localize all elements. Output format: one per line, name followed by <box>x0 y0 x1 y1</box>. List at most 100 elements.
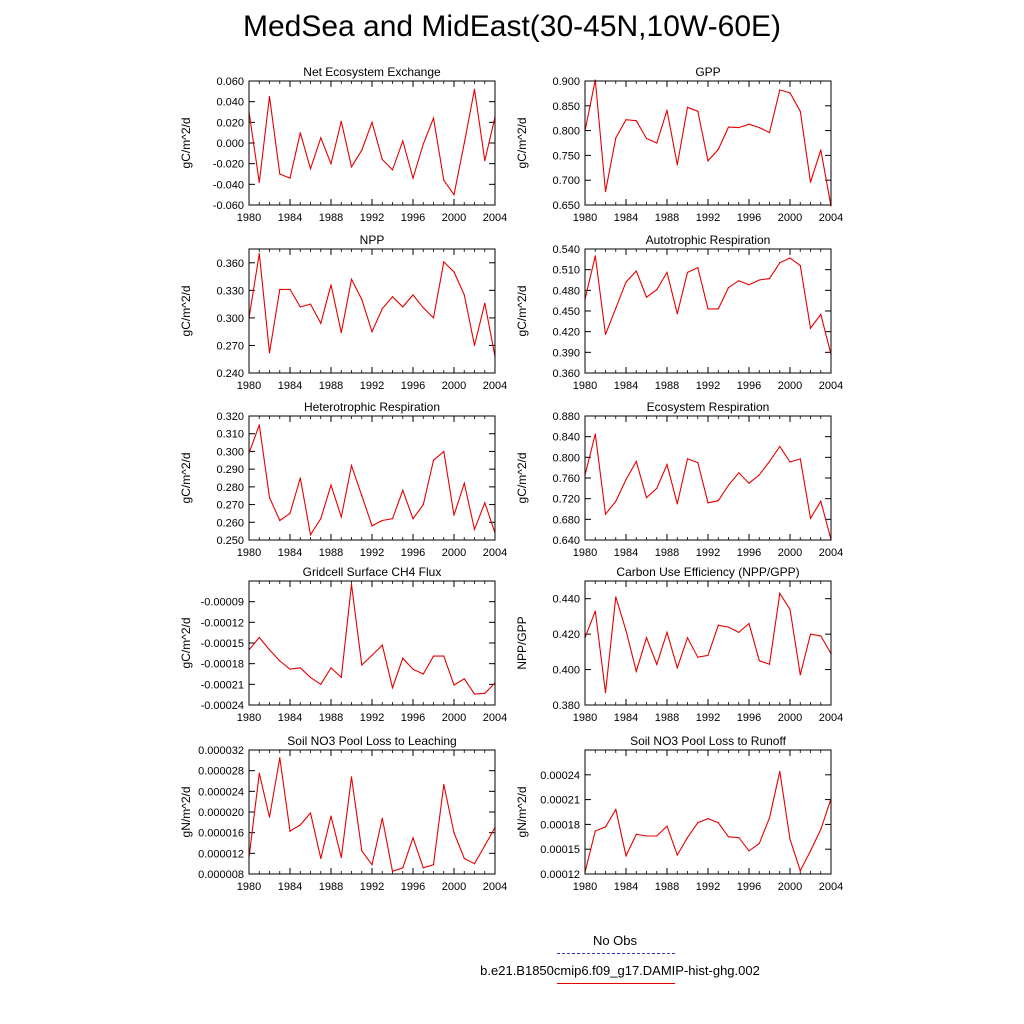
x-tick-label: 1980 <box>573 380 597 392</box>
data-point <box>422 673 424 675</box>
data-point <box>697 656 699 658</box>
y-axis-label: gC/m^2/d <box>515 118 529 169</box>
data-point <box>381 817 383 819</box>
y-tick-label: 0.700 <box>552 175 580 187</box>
data-point <box>717 308 719 310</box>
y-tick-label: 0.270 <box>216 500 244 512</box>
data-point <box>820 635 822 637</box>
data-point <box>309 812 312 814</box>
x-tick-label: 2000 <box>778 547 802 559</box>
data-point <box>473 693 476 695</box>
y-tick-label: 0.00018 <box>540 819 580 831</box>
series-line <box>584 591 832 693</box>
x-tick-label: 2004 <box>819 712 843 724</box>
y-tick-label: 0.240 <box>216 368 244 380</box>
data-point <box>768 131 771 134</box>
data-point <box>645 137 648 140</box>
y-axis-label: gN/m^2/d <box>179 787 193 838</box>
data-point <box>789 608 791 610</box>
data-point <box>279 288 281 291</box>
x-tick-label: 1980 <box>573 712 597 724</box>
data-point <box>330 667 332 669</box>
plot-frame <box>248 749 496 875</box>
data-point <box>594 830 596 832</box>
x-tick-label: 1996 <box>737 547 761 559</box>
data-point <box>350 776 353 778</box>
data-point <box>432 655 435 657</box>
y-tick-label: -0.00018 <box>201 659 244 671</box>
data-point <box>309 676 312 679</box>
data-point <box>748 284 750 286</box>
x-tick-label: 2000 <box>442 712 466 724</box>
data-point <box>615 500 617 502</box>
x-tick-label: 1996 <box>401 881 425 893</box>
data-point <box>758 660 760 662</box>
data-point <box>676 164 678 166</box>
x-tick-label: 1980 <box>237 380 261 392</box>
x-tick-label: 1980 <box>237 881 261 893</box>
data-point <box>738 837 740 839</box>
data-point <box>402 657 404 659</box>
data-point <box>258 424 260 426</box>
y-tick-label: 0.840 <box>552 432 580 444</box>
y-tick-label: 0.280 <box>216 482 244 494</box>
data-point <box>330 484 332 486</box>
data-point <box>594 79 596 81</box>
panel-title: Ecosystem Respiration <box>647 400 770 414</box>
x-tick-label: 2004 <box>483 380 507 392</box>
y-tick-label: -0.00021 <box>201 679 244 691</box>
data-point <box>707 308 709 310</box>
data-point <box>289 177 291 179</box>
y-tick-label: 0.00012 <box>540 869 580 881</box>
panel-title: Heterotrophic Respiration <box>304 400 440 414</box>
data-point <box>361 298 363 301</box>
y-tick-label: 0.330 <box>216 285 244 297</box>
data-point <box>656 487 658 489</box>
panel-title: Soil NO3 Pool Loss to Runoff <box>630 734 787 748</box>
data-point <box>402 140 404 142</box>
series-line <box>584 771 832 873</box>
data-point <box>484 159 486 162</box>
data-point <box>381 519 383 522</box>
data-point <box>625 478 627 481</box>
data-point <box>484 502 486 504</box>
plot-frame <box>248 248 496 374</box>
data-point <box>635 833 637 835</box>
data-point <box>371 525 373 527</box>
data-point <box>443 784 445 786</box>
data-point <box>789 838 791 840</box>
y-tick-label: 0.00024 <box>540 770 580 782</box>
y-tick-label: 0.800 <box>552 452 580 464</box>
y-tick-label: 0.380 <box>552 700 580 712</box>
data-point <box>768 817 771 819</box>
data-point <box>768 663 771 665</box>
data-point <box>697 461 699 464</box>
data-point <box>799 110 801 112</box>
data-point <box>258 772 260 774</box>
x-tick-label: 1996 <box>737 712 761 724</box>
data-point <box>738 631 740 633</box>
data-point <box>635 120 637 122</box>
y-tick-label: 0.250 <box>216 535 244 547</box>
data-point <box>748 850 750 852</box>
x-tick-label: 1992 <box>360 712 384 724</box>
x-tick-label: 2004 <box>483 712 507 724</box>
series-line <box>584 433 832 540</box>
data-point <box>738 127 740 129</box>
data-point <box>320 518 322 520</box>
y-tick-label: 0.000012 <box>198 848 244 860</box>
x-tick-label: 1996 <box>737 881 761 893</box>
y-tick-label: 0.450 <box>552 306 580 318</box>
legend-model-line <box>557 983 675 984</box>
data-point <box>717 822 719 824</box>
y-tick-label: 0.00015 <box>540 844 580 856</box>
data-point <box>779 770 781 773</box>
data-point <box>402 306 404 308</box>
y-axis-label: gC/m^2/d <box>515 453 529 504</box>
x-tick-label: 2004 <box>819 881 843 893</box>
x-tick-label: 1988 <box>655 881 679 893</box>
data-point <box>320 857 322 860</box>
panel-title: Net Ecosystem Exchange <box>303 65 441 79</box>
plot-frame <box>584 580 832 706</box>
